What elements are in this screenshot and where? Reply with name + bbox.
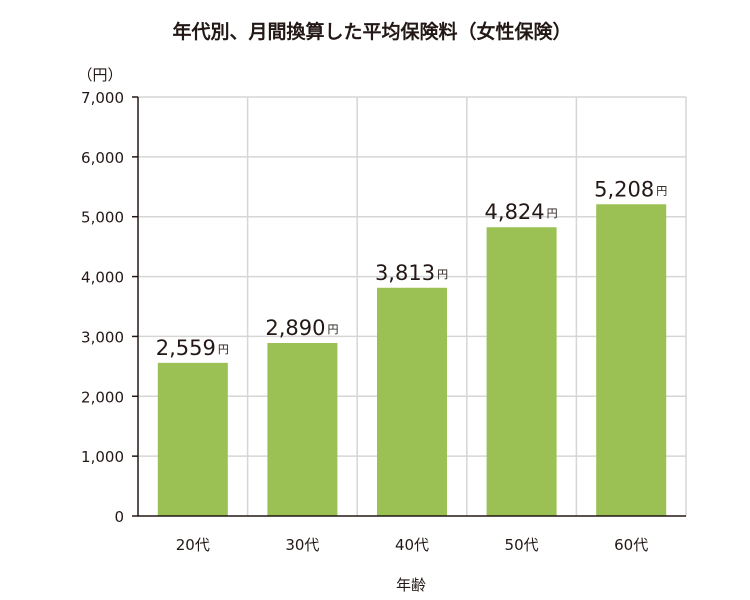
bar — [486, 227, 557, 516]
data-label: 2,559 — [156, 336, 216, 360]
y-tick-label: 5,000 — [81, 209, 124, 227]
data-label-unit: 円 — [218, 343, 229, 356]
bars — [157, 204, 667, 516]
data-label: 4,824 — [485, 200, 545, 224]
y-tick-labels: 0 1,000 2,000 3,000 4,000 5,000 6,000 7,000 — [81, 89, 124, 526]
bar — [157, 362, 228, 516]
y-tick-label: 1,000 — [81, 448, 124, 466]
y-tick-label: 7,000 — [81, 89, 124, 107]
y-tick-label: 0 — [114, 508, 124, 526]
x-tick-label: 20代 — [176, 536, 210, 554]
x-axis-label: 年齢 — [396, 576, 426, 594]
data-label-unit: 円 — [656, 184, 667, 197]
y-tick-label: 4,000 — [81, 269, 124, 287]
grid — [138, 96, 687, 516]
data-label-unit: 円 — [327, 323, 338, 336]
data-label-unit: 円 — [437, 268, 448, 281]
y-tick-label: 6,000 — [81, 149, 124, 167]
x-tick-label: 60代 — [614, 536, 648, 554]
data-label-unit: 円 — [547, 207, 558, 220]
bar — [596, 204, 667, 516]
x-tick-labels: 20代 30代 40代 50代 60代 — [176, 536, 648, 554]
data-label: 5,208 — [594, 177, 654, 201]
y-axis-unit: （円） — [77, 66, 122, 84]
y-tick-label: 3,000 — [81, 328, 124, 346]
data-label: 3,813 — [375, 261, 435, 285]
bar — [267, 343, 338, 516]
data-label: 2,890 — [265, 316, 325, 340]
chart-title: 年代別、月間換算した平均保険料（女性保険） — [172, 20, 571, 43]
data-labels: 2,559 円2,890 円3,813 円4,824 円5,208 円 — [156, 177, 668, 360]
bar — [377, 287, 447, 516]
x-tick-label: 50代 — [505, 536, 539, 554]
axes — [132, 96, 686, 517]
x-tick-label: 30代 — [285, 536, 319, 554]
y-tick-label: 2,000 — [81, 388, 124, 406]
x-tick-label: 40代 — [395, 536, 429, 554]
